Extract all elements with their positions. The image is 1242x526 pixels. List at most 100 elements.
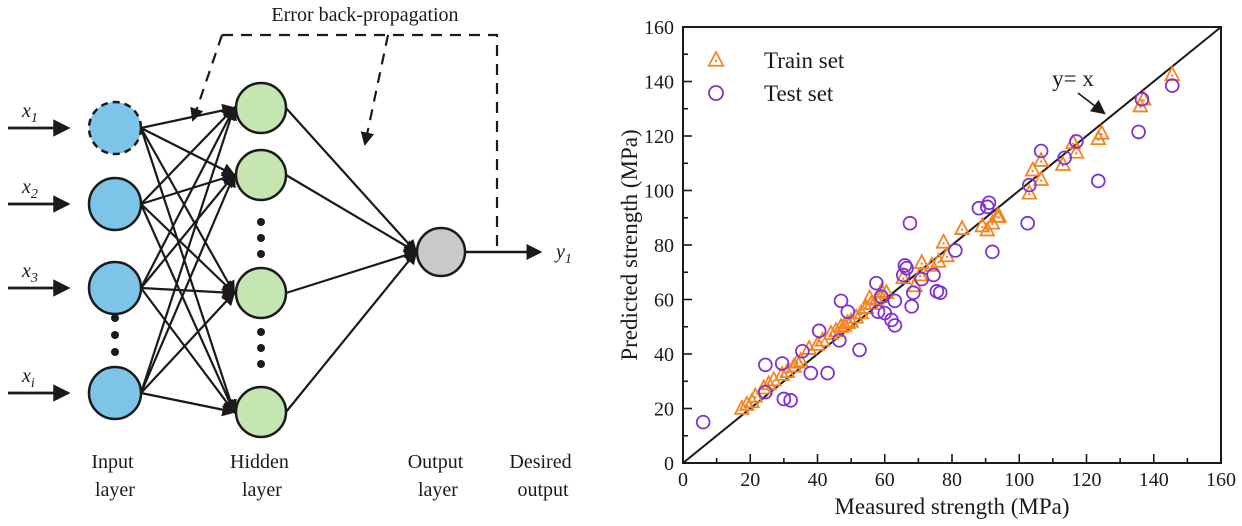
backprop-arrow-to-weights-1 — [190, 34, 224, 122]
train-point-dot — [960, 228, 964, 231]
test-point — [1033, 143, 1049, 159]
train-point — [990, 206, 1008, 223]
y-tick-label: 100 — [644, 181, 674, 203]
edge-input-to-hidden — [140, 173, 236, 289]
test-point — [1164, 78, 1180, 93]
test-point — [832, 333, 847, 348]
train-point — [1021, 183, 1038, 200]
train-point — [1032, 170, 1050, 186]
train-point — [852, 303, 870, 320]
legend-group: Train set Test set — [707, 48, 845, 106]
train-point — [913, 253, 930, 270]
train-point-dot — [1031, 169, 1034, 173]
test-point — [1069, 134, 1084, 149]
test-point — [932, 285, 948, 300]
train-point-dot — [945, 255, 949, 259]
ellipsis-dot — [111, 314, 119, 322]
test-point — [820, 365, 835, 381]
test-point — [897, 258, 913, 273]
train-point — [878, 283, 895, 299]
train-point — [930, 251, 947, 268]
edge-hidden-to-output — [285, 174, 418, 254]
train-point — [760, 374, 777, 391]
network-edges — [139, 103, 418, 417]
train-point-dot — [714, 59, 718, 63]
test-point — [852, 342, 867, 358]
input-label: xi — [21, 365, 35, 391]
y-tick-label: 0 — [664, 453, 674, 475]
edge-hidden-to-output — [285, 248, 418, 295]
test-point — [783, 393, 798, 408]
test-point — [1020, 215, 1035, 231]
edge-input-to-hidden — [140, 127, 236, 295]
caption-input-layer: Input layer — [91, 451, 138, 501]
x-tick-label: 60 — [875, 469, 895, 491]
x-tick-label: 160 — [1206, 469, 1236, 491]
edge-input-to-hidden — [140, 391, 237, 417]
backprop-box-line — [222, 33, 499, 246]
input-node — [87, 176, 143, 232]
train-point-dot — [996, 216, 999, 219]
input-node — [87, 365, 143, 421]
ellipsis-dot — [257, 250, 265, 258]
test-point — [906, 285, 921, 300]
test-point — [1057, 150, 1072, 166]
identity-line-label: y= x — [1052, 66, 1094, 91]
ellipsis-dot — [257, 328, 265, 336]
edge-hidden-to-output — [285, 107, 418, 254]
train-point-dot — [799, 360, 802, 364]
ellipsis-dot — [111, 331, 119, 339]
legend-label-test: Test set — [764, 81, 834, 106]
train-point-dot — [1171, 74, 1174, 77]
train-point — [1024, 160, 1041, 177]
y-tick-label: 140 — [644, 72, 674, 94]
annotation-group: y= x — [1052, 66, 1106, 115]
test-point — [833, 293, 849, 309]
train-point — [953, 219, 971, 235]
y-tick-label: 80 — [654, 235, 674, 257]
train-point — [773, 364, 791, 381]
edge-input-to-hidden — [140, 127, 236, 176]
input-node — [87, 100, 143, 156]
edge-input-to-hidden — [140, 285, 237, 300]
diagram-title: Error back-propagation — [271, 4, 458, 26]
x-tick-label: 100 — [1004, 469, 1034, 491]
test-point — [803, 365, 819, 381]
train-point-dot — [942, 242, 945, 245]
edge-input-to-hidden — [140, 171, 236, 206]
train-point — [895, 268, 912, 284]
test-point — [1090, 173, 1106, 189]
test-point — [1022, 177, 1037, 193]
test-point — [758, 357, 773, 373]
edge-input-to-hidden — [140, 106, 236, 205]
test-point — [948, 243, 963, 258]
train-point — [1164, 65, 1181, 81]
input-label: x1 — [21, 100, 38, 126]
test-point — [695, 414, 711, 430]
test-point — [887, 318, 903, 333]
y-tick-label: 20 — [654, 399, 674, 421]
edge-hidden-to-output — [285, 250, 418, 413]
train-point — [1093, 123, 1110, 140]
input-label: x2 — [21, 176, 38, 202]
test-point — [708, 85, 724, 101]
edge-input-to-hidden — [139, 203, 236, 414]
output-label: y1 — [554, 241, 572, 267]
edge-input-to-hidden — [140, 291, 236, 394]
hidden-node — [234, 81, 288, 135]
scatter-chart: 00 20 20 40 40 60 60 80 80 100 100 120 120 140 140 160 1… — [620, 17, 1236, 519]
y-tick-label: 40 — [654, 344, 674, 366]
train-point-dot — [1028, 193, 1031, 196]
backprop-arrow-to-weights-2 — [360, 34, 390, 147]
train-point — [1032, 151, 1050, 167]
train-point — [809, 335, 826, 351]
train-point-dot — [981, 225, 984, 229]
train-point-dot — [1142, 99, 1145, 102]
tick-labels-group: 00 20 20 40 40 60 60 80 80 100 100 120 120 140 140 160 1… — [644, 17, 1236, 491]
hidden-node — [234, 148, 288, 202]
train-point-dot — [997, 216, 1001, 219]
train-point-dot — [1071, 142, 1075, 146]
train-point-dot — [902, 277, 905, 280]
train-point — [779, 362, 796, 379]
